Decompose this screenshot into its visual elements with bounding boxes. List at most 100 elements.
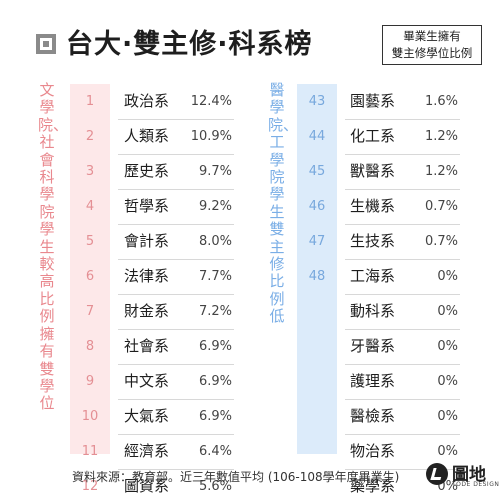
double-major-percentage: 6.9% [198,374,232,389]
badge-line-1: 畢業生擁有 [403,29,461,43]
department-name: 化工系 [350,127,396,145]
ranking-row: 9 中文系 6.9% [0,364,500,399]
ranking-row: 2 人類系 10.9% [0,119,500,154]
row-divider [345,259,460,260]
double-major-percentage: 1.6% [424,94,458,109]
double-major-percentage: 0% [437,374,458,389]
data-source-note: 資料來源：教育部。近三年數值平均 (106-108學年度畢業生) [72,470,400,484]
ranking-row: 10 大氣系 6.9% [0,399,500,434]
double-major-percentage: 1.2% [424,164,458,179]
double-major-percentage: 10.9% [190,129,232,144]
department-name: 生技系 [350,232,396,250]
department-name: 圖資系 [124,477,170,495]
metric-badge: 畢業生擁有 雙主修學位比例 [382,25,482,65]
right-panel-label: 醫學院、工學院學生雙主修比例低 [268,81,299,326]
ranking-row: 4 哲學系 9.2% [0,189,500,224]
department-name: 中文系 [124,372,170,390]
ranking-row: 12 圖資系 5.6% [0,469,500,504]
row-divider [345,224,460,225]
rank-number: 4 [85,199,95,214]
ranking-row: 8 社會系 6.9% [0,329,500,364]
row-divider [118,259,234,260]
row-divider [118,154,234,155]
ranking-row: 44 化工系 1.2% [0,119,500,154]
department-name: 哲學系 [124,197,170,215]
double-major-percentage: 12.4% [190,94,232,109]
row-divider [118,294,234,295]
double-major-percentage: 8.0% [198,234,232,249]
double-major-percentage: 0.7% [424,199,458,214]
department-name: 醫檢系 [350,407,396,425]
department-name: 人類系 [124,127,170,145]
double-major-percentage: 9.7% [198,164,232,179]
double-major-percentage: 0% [437,339,458,354]
row-divider [118,364,234,365]
department-name: 獸醫系 [350,162,396,180]
department-name: 工海系 [350,267,396,285]
row-divider [345,119,460,120]
row-divider [345,189,460,190]
row-divider [345,399,460,400]
rank-number: 48 [308,269,326,284]
department-name: 歷史系 [124,162,170,180]
ranking-row: 48 工海系 0% [0,259,500,294]
brand-name: 圖地 [452,465,486,485]
double-major-percentage: 0% [437,409,458,424]
row-divider [118,119,234,120]
department-name: 大氣系 [124,407,170,425]
square-logo-icon [36,34,56,54]
ranking-row: 動科系 0% [0,294,500,329]
ranking-row: 43 園藝系 1.6% [0,84,500,119]
rank-number: 6 [85,269,95,284]
row-divider [345,469,460,470]
double-major-percentage: 6.4% [198,444,232,459]
department-name: 生機系 [350,197,396,215]
department-name: 園藝系 [350,92,396,110]
double-major-percentage: 6.9% [198,339,232,354]
badge-line-2: 雙主修學位比例 [391,46,473,60]
department-name: 社會系 [124,337,170,355]
department-name: 財金系 [124,302,170,320]
double-major-percentage: 5.6% [198,479,232,494]
left-rank-band [70,84,110,454]
rank-number: 5 [85,234,95,249]
double-major-percentage: 0% [437,269,458,284]
header: 台大·雙主修·科系榜 畢業生擁有 雙主修學位比例 [0,0,500,70]
page-title: 台大·雙主修·科系榜 [66,29,313,60]
row-divider [345,154,460,155]
row-divider [118,434,234,435]
department-name: 政治系 [124,92,170,110]
double-major-percentage: 7.2% [198,304,232,319]
double-major-percentage: 9.2% [198,199,232,214]
rank-number: 10 [81,409,99,424]
rank-number: 3 [85,164,95,179]
ranking-row: 牙醫系 0% [0,329,500,364]
ranking-row: 6 法律系 7.7% [0,259,500,294]
rank-number: 2 [85,129,95,144]
right-rank-band [297,84,337,454]
department-name: 動科系 [350,302,396,320]
department-name: 藥學系 [350,477,396,495]
double-major-percentage: 0% [437,444,458,459]
rank-number: 8 [85,339,95,354]
rank-number: 9 [85,374,95,389]
brand-subtitle: TODE DESIGN [452,481,500,488]
ranking-row: 醫檢系 0% [0,399,500,434]
brand-logo-icon [426,463,448,485]
row-divider [345,434,460,435]
department-name: 護理系 [350,372,396,390]
rank-number: 47 [308,234,326,249]
row-divider [118,329,234,330]
double-major-percentage: 6.9% [198,409,232,424]
ranking-row: 護理系 0% [0,364,500,399]
rank-number: 43 [308,94,326,109]
department-name: 經濟系 [124,442,170,460]
rank-number: 46 [308,199,326,214]
row-divider [345,364,460,365]
left-panel-label: 文學院、社會科學院學生較高比例擁有雙學位 [38,81,69,413]
ranking-row: 47 生技系 0.7% [0,224,500,259]
row-divider [118,189,234,190]
ranking-row: 46 生機系 0.7% [0,189,500,224]
department-name: 牙醫系 [350,337,396,355]
ranking-row: 11 經濟系 6.4% [0,434,500,469]
